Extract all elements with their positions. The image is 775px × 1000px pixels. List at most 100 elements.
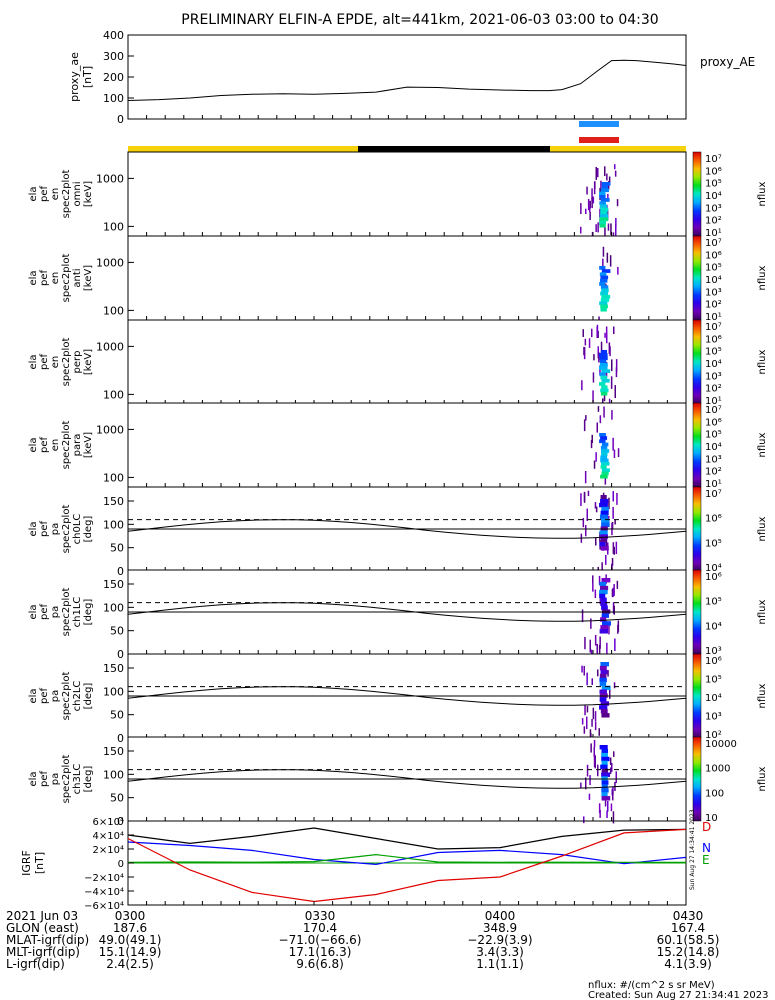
colorbar-tick-label: 10³ (705, 203, 722, 214)
panel-ylabel-word: pef (39, 771, 50, 788)
spectrogram-cell (592, 707, 595, 720)
proxy-ae-line (127, 59, 687, 102)
ytick-label: 150 (103, 662, 124, 675)
footer-row-label: 2021 Jun 03 (6, 909, 78, 923)
spectrogram-cell (601, 792, 608, 797)
panel-ylabel-word: [keV] (83, 349, 94, 375)
spectrogram-cell (603, 406, 605, 418)
spectrogram-cell (593, 354, 595, 361)
gold-bar-left (128, 146, 358, 152)
spectrogram-cell (613, 682, 616, 689)
colorbar-tick-label: 10⁶ (705, 250, 722, 261)
spectrogram-cell (583, 492, 586, 503)
footer-row-value: 4.1(3.9) (664, 957, 712, 971)
spectrogram-cell (599, 365, 601, 376)
spectrogram-cell (598, 575, 601, 585)
spectrogram-cell (617, 620, 620, 632)
spectrogram-cell (607, 801, 609, 812)
spectrogram-cell (599, 705, 608, 710)
spectrogram-cell (600, 617, 607, 622)
spectrogram-cell (596, 643, 598, 655)
spectrogram-cell (600, 436, 608, 440)
spectrogram-cell (599, 204, 608, 209)
colorbar-tick-label: 10⁵ (705, 597, 722, 608)
igrf-ytick-label: 4×10⁴ (93, 831, 124, 842)
spectrogram-cell (583, 666, 585, 676)
ytick-label: 150 (103, 495, 124, 508)
created-stamp: Created: Sun Aug 27 21:34:41 2023 (588, 990, 768, 1000)
spectrogram-cell (587, 490, 590, 497)
colorbar-tick-label: 10⁴ (705, 563, 722, 574)
plot-title: PRELIMINARY ELFIN-A EPDE, alt=441km, 202… (181, 12, 658, 28)
ae-ytick-label: 400 (103, 29, 124, 42)
panel-ylabel-word: ela (28, 604, 39, 619)
panel-ylabel-word: ch3LC (72, 764, 83, 795)
loss-cone-line (127, 686, 687, 706)
spectrogram-cell (612, 491, 614, 502)
spectrogram-cell (609, 689, 611, 699)
spectrogram-cell (602, 246, 605, 257)
spectrogram-cell (593, 460, 596, 469)
spectrogram-cell (614, 170, 617, 177)
spectrogram-cell (586, 672, 588, 686)
panel-ylabel-word: pef (39, 354, 50, 371)
spectrogram-cell (599, 636, 601, 649)
spectrogram-cell (597, 669, 599, 677)
spectrogram-cell (588, 793, 591, 800)
spectrogram-cell (589, 206, 591, 213)
panel-ylabel-word: ela (28, 270, 39, 285)
spectrogram-cell (600, 207, 609, 212)
spectrogram-cell (590, 649, 593, 657)
footer-row-label: MLAT-igrf(dip) (6, 933, 89, 947)
panel-ylabel-word: ela (28, 521, 39, 536)
spectrogram-cell (601, 288, 609, 293)
spectrogram-cell (613, 326, 615, 335)
ytick-label: 0 (117, 732, 124, 745)
igrf-ylabel: IGRF (20, 850, 33, 876)
colorbar-tick-label: 10³ (705, 371, 722, 382)
loss-cone-line (127, 769, 687, 789)
colorbar-tick-label: 1000 (705, 764, 730, 775)
spectrogram-cell (606, 642, 608, 654)
panel-ylabel-word: pef (39, 604, 50, 621)
spectrogram-cell (601, 378, 610, 383)
spectrogram-cell (616, 493, 618, 505)
colorbar-gradient (692, 235, 702, 321)
colorbar: 10⁷ 10⁶ 10⁵ 10⁴ nflux (692, 486, 768, 574)
spectrogram-cell (604, 332, 606, 338)
spectrogram-cell (600, 534, 608, 539)
spectrogram-cell (599, 681, 607, 687)
ytick-label: 50 (110, 709, 124, 722)
spectrogram-cell (601, 182, 611, 186)
spectrogram-cell (599, 677, 607, 683)
spectrogram-cell (601, 613, 609, 618)
proxy-ae-panel: 400 300 200 100 0 proxy_ae [nT] proxy_AE (68, 29, 755, 126)
spectrogram-cell (601, 562, 603, 575)
spectrogram-cell (599, 301, 608, 306)
colorbar-tick-label: 10³ (705, 287, 722, 298)
orbit-bars (128, 121, 686, 152)
panel-ylabel-word: ch2LC (72, 681, 83, 712)
spectrogram-cell (591, 197, 593, 209)
spectrogram-cell (601, 713, 610, 718)
spectrogram-cell (613, 605, 615, 615)
panel-ylabel-word: pa (50, 606, 61, 618)
spectrogram-cell (600, 298, 610, 302)
colorbar-tick-label: 10⁷ (705, 238, 722, 249)
spectrogram-cells (581, 324, 618, 412)
footer-row-value: 3.4(3.3) (476, 945, 524, 959)
spectrogram-cell (611, 359, 613, 372)
spectrogram-cell (598, 644, 601, 657)
colorbar-gradient (692, 319, 702, 405)
spectrogram-cell (601, 452, 608, 457)
igrf-ylabel-unit: [nT] (33, 852, 46, 874)
panel-ylabel-word: ch0LC (72, 514, 83, 545)
colorbar-tick-label: 10² (705, 300, 722, 311)
black-bar (358, 146, 550, 152)
spectrogram-cell (612, 587, 614, 597)
spectrogram-cell (598, 803, 601, 814)
spectrogram-cell (599, 372, 606, 377)
